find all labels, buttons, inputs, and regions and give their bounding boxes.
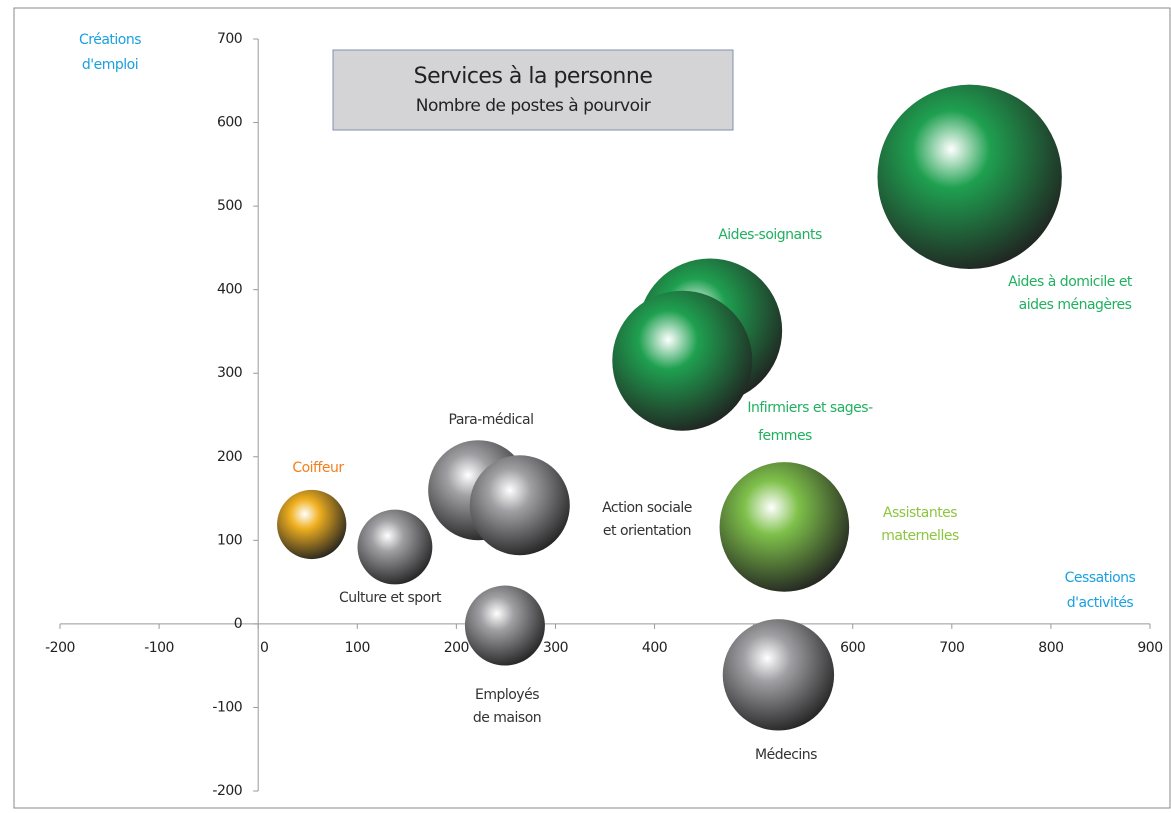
x-axis-title: d'activités <box>1067 595 1134 611</box>
bubble-label: aides ménagères <box>1019 297 1132 313</box>
y-tick-label: -100 <box>212 699 242 715</box>
x-tick-label: 900 <box>1137 640 1162 656</box>
y-tick-label: 500 <box>217 198 242 214</box>
bubble <box>877 84 1062 270</box>
x-tick-label: 100 <box>345 640 370 656</box>
bubble-label: Aides-soignants <box>718 227 822 243</box>
y-tick-label: 300 <box>217 365 242 381</box>
y-tick-label: 100 <box>217 532 242 548</box>
y-tick-label: 600 <box>217 115 242 131</box>
x-tick-label: 800 <box>1038 640 1063 656</box>
bubble-label: de maison <box>473 710 541 726</box>
bubble <box>357 509 433 585</box>
title-box <box>332 49 734 131</box>
y-tick-label: 0 <box>234 616 242 632</box>
x-tick-label: 700 <box>939 640 964 656</box>
y-axis-title: d'emploi <box>82 57 138 73</box>
bubble-label: Coiffeur <box>292 460 344 476</box>
bubble-label: Action sociale <box>602 500 692 516</box>
x-tick-label: -200 <box>45 640 75 656</box>
bubble-label: Infirmiers et sages- <box>747 400 873 416</box>
bubble <box>719 462 850 592</box>
x-tick-label: 200 <box>444 640 469 656</box>
bubble-label: et orientation <box>603 523 691 539</box>
bubble-label: femmes <box>758 428 812 444</box>
x-tick-label: 400 <box>642 640 667 656</box>
bubble-label: Para-médical <box>449 412 534 428</box>
y-axis-title: Créations <box>79 32 141 48</box>
bubble-label: Aides à domicile et <box>1008 274 1133 290</box>
bubble <box>469 455 570 556</box>
bubble <box>277 489 347 560</box>
y-tick-label: 200 <box>217 449 242 465</box>
y-tick-label: 400 <box>217 282 242 298</box>
chart-title: Services à la personne <box>414 64 653 89</box>
y-tick-label: 700 <box>217 31 242 47</box>
bubble-label: Employés <box>475 687 539 703</box>
bubble-label: Médecins <box>755 747 817 763</box>
bubble <box>464 585 545 666</box>
x-tick-label: 300 <box>543 640 568 656</box>
bubble <box>722 619 835 731</box>
x-axis-title: Cessations <box>1065 570 1136 586</box>
bubble-label: Culture et sport <box>339 590 442 606</box>
bubble-label: maternelles <box>881 528 959 544</box>
x-tick-label: -100 <box>144 640 174 656</box>
bubble-label: Assistantes <box>883 505 957 521</box>
bubble <box>612 290 753 431</box>
x-tick-label: 600 <box>840 640 865 656</box>
y-tick-label: -200 <box>212 783 242 799</box>
x-tick-label: 0 <box>260 640 268 656</box>
chart-subtitle: Nombre de postes à pourvoir <box>416 96 651 116</box>
